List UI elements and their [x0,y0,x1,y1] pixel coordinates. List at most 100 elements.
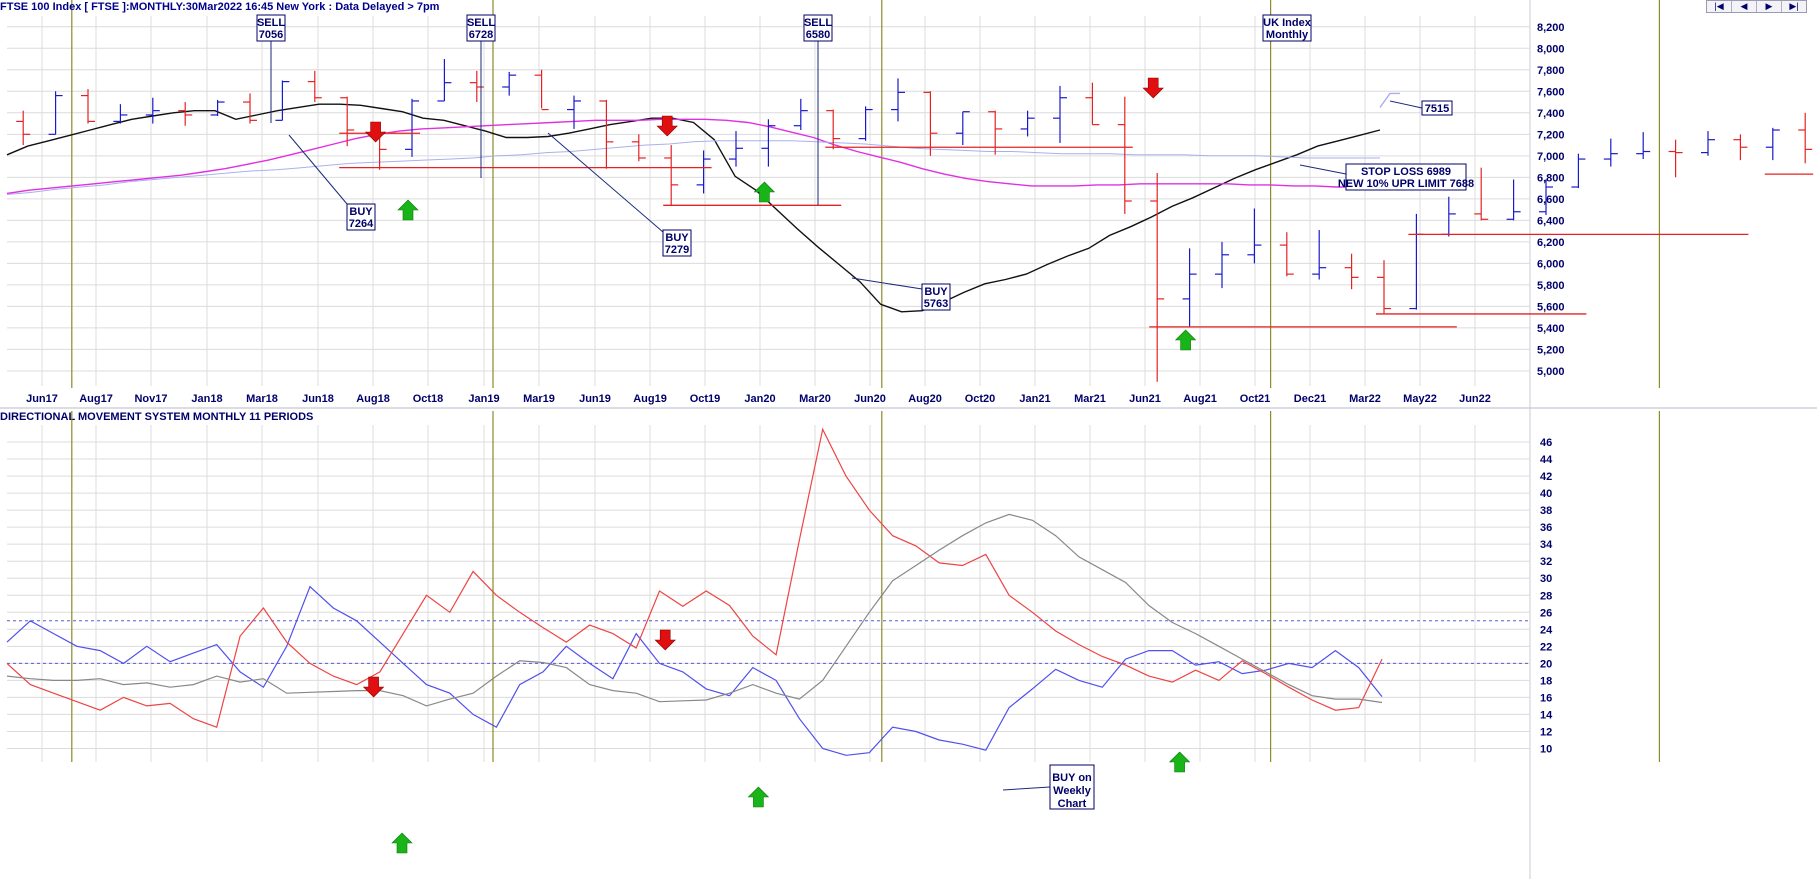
ohlc-bar [1150,173,1165,382]
annotation-text: BUY [924,286,948,298]
price-x-tick-label: Aug17 [79,393,113,405]
annotation-text: SELL [804,17,832,29]
moving-average-ma_mid [6,118,1381,195]
dms-buy-arrow-icon [747,786,770,808]
annotation-box [1049,764,1095,810]
price-x-tick-label: Mar19 [523,393,555,405]
annotation-text: SELL [467,17,495,29]
annotation-text: UK Index [1263,17,1312,29]
price-x-tick-label: Jan20 [744,393,775,405]
price-x-tick-label: Jun17 [26,393,58,405]
price-x-tick-label: Jan19 [468,393,499,405]
ohlc-bar [1020,110,1035,137]
price-y-tick-label: 7,200 [1537,129,1565,141]
price-x-tick-label: Dec21 [1294,393,1326,405]
ohlc-bar [858,106,873,141]
price-x-tick-label: Aug20 [908,393,942,405]
ohlc-bar [113,104,128,124]
dms-y-tick-label: 46 [1540,437,1552,449]
nav-last-button[interactable]: ▶| [1782,1,1806,12]
chart-header-title: FTSE 100 Index [ FTSE ]:MONTHLY:30Mar202… [0,1,440,13]
dms-y-tick-label: 26 [1540,607,1552,619]
price-y-tick-label: 5,000 [1537,366,1565,378]
annotation-box [921,283,951,311]
price-y-tick-label: 5,800 [1537,280,1565,292]
price-x-tick-label: Oct19 [690,393,721,405]
annotation-leader-line [1299,164,1347,175]
ohlc-bar [826,109,841,150]
ohlc-bar [145,97,160,124]
nav-first-button[interactable]: |◀ [1707,1,1732,12]
dms-y-tick-label: 22 [1540,641,1552,653]
dms-series-line [6,585,1383,756]
dms-y-tick-label: 42 [1540,471,1552,483]
annotation-text: BUY [665,232,689,244]
ohlc-bar [1182,248,1197,327]
annotation-text: 7279 [665,244,689,256]
ohlc-bar [1798,112,1813,164]
ohlc-bar [534,69,549,111]
nav-prev-button[interactable]: ◀ [1732,1,1757,12]
ohlc-bar [502,71,517,96]
ohlc-bar [891,78,905,122]
dms-y-tick-label: 20 [1540,658,1552,670]
ohlc-bar [16,110,31,146]
ohlc-bar [48,91,63,135]
price-x-tick-label: Mar20 [799,393,831,405]
price-x-tick-label: Aug21 [1183,393,1217,405]
dms-series-line [6,427,1383,728]
annotation-text: Chart [1058,798,1087,810]
annotation-text: 5763 [924,298,948,310]
annotation-text: 6580 [806,29,830,41]
annotation-box [803,14,833,42]
price-x-tick-label: Oct20 [965,393,996,405]
annotation-text: 6728 [469,29,493,41]
ohlc-bar [599,99,614,169]
ohlc-bar [1701,131,1715,156]
ohlc-bar [696,150,711,194]
annotation-text: Weekly [1053,785,1092,797]
price-y-tick-label: 7,600 [1537,86,1565,98]
price-x-tick-label: Oct21 [1240,393,1271,405]
dms-y-tick-label: 10 [1540,743,1552,755]
ohlc-bar [1247,208,1262,264]
price-x-tick-label: Jun18 [302,393,334,405]
annotation-leader-line [1389,100,1423,109]
ohlc-bar [793,98,808,131]
price-y-tick-label: 6,000 [1537,258,1565,270]
ohlc-bar [1765,127,1780,161]
annotation-box [466,14,496,42]
annotation-box [346,203,376,231]
price-x-tick-label: May22 [1403,393,1437,405]
annotation-text: STOP LOSS 6989 [1361,166,1451,178]
annotation-box [1345,163,1467,191]
dms-y-tick-label: 28 [1540,590,1552,602]
ohlc-bar [1117,96,1132,214]
price-x-tick-label: Aug18 [356,393,390,405]
annotation-leader-line [1002,786,1051,791]
ohlc-bar [988,110,1003,155]
dms-series-line [6,513,1383,707]
price-x-tick-label: Nov17 [134,393,167,405]
ohlc-bar [567,95,581,129]
price-x-tick-label: Jan21 [1019,393,1050,405]
ohlc-bar [761,119,776,167]
dms-buy-arrow-icon [391,832,413,854]
ohlc-bar [1539,179,1553,215]
dms-y-tick-label: 30 [1540,573,1552,585]
dms-y-tick-label: 34 [1540,539,1553,551]
price-x-tick-label: Aug19 [633,393,667,405]
ohlc-bar [275,80,290,121]
dms-y-tick-label: 32 [1540,556,1552,568]
nav-next-button[interactable]: ▶ [1757,1,1782,12]
ohlc-bar [631,134,646,162]
ohlc-bar [1377,260,1391,314]
annotation-box [662,229,692,257]
ohlc-bar [178,102,193,126]
dms-y-tick-label: 24 [1540,624,1553,636]
ohlc-bar [664,145,679,206]
trade-annotation: 7515 [1389,100,1453,116]
ohlc-bar [81,89,95,124]
